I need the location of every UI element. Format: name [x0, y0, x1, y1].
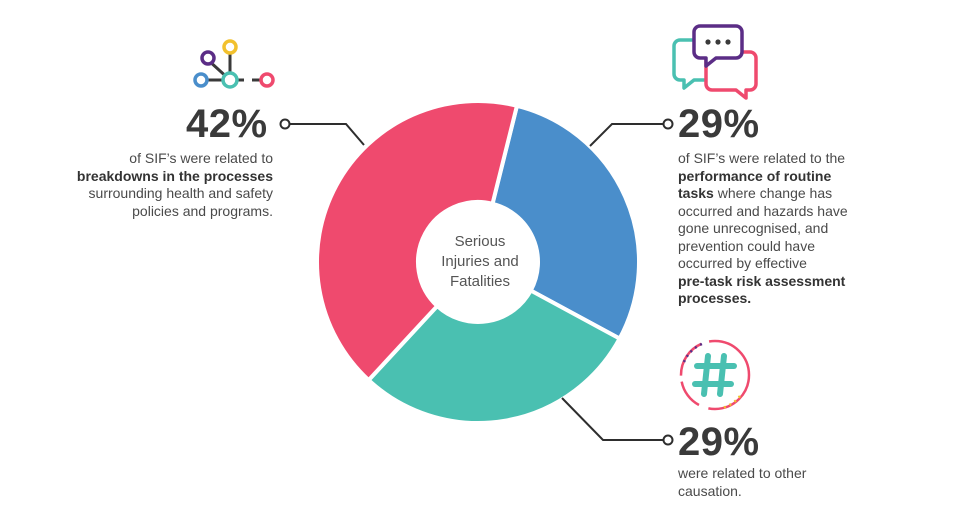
leader-line-other [561, 397, 666, 441]
donut-slice-breakdowns [315, 99, 520, 383]
breakdowns-line-3: surrounding health and safety [88, 185, 273, 201]
leader-line-breakdowns [288, 123, 365, 146]
routine-line-6: prevention could have [678, 237, 815, 254]
center-label-line-1: Serious [454, 233, 506, 250]
routine-description: of SIF’s were related to the performance… [678, 150, 918, 308]
routine-line-7: occurred by effective [678, 255, 807, 271]
hashtag-icon [679, 339, 751, 411]
donut-slice-other [365, 287, 623, 425]
center-label-line-3: Fatalities [449, 273, 511, 290]
routine-line-2: performance of routine [678, 167, 832, 184]
leader-dot-other [662, 434, 674, 446]
chat-bubbles-icon [672, 24, 758, 100]
breakdowns-line-2: breakdowns in the processes [76, 167, 273, 184]
donut-slice-routine [490, 103, 641, 342]
routine-line-5: gone unrecognised, and [678, 220, 829, 236]
other-percent: 29% [678, 420, 760, 464]
routine-line-4: occurred and hazards have [678, 202, 848, 219]
routine-line-3: where change has [713, 185, 833, 201]
other-description: were related to other causation. [678, 465, 918, 500]
other-line-1: were related to other [678, 465, 807, 481]
leader-dot-routine [662, 118, 674, 130]
routine-percent: 29% [678, 102, 760, 146]
donut-center-label: Serious Injuries and Fatalities [426, 232, 534, 292]
center-label-line-2: Injuries and [441, 253, 519, 270]
network-nodes-icon [193, 39, 275, 89]
other-line-2: causation. [678, 482, 742, 499]
breakdowns-percent: 42% [186, 102, 268, 146]
leader-lines [288, 123, 666, 441]
routine-line-8: pre-task risk assessment [678, 272, 846, 289]
breakdowns-line-1: of SIF’s were related to [129, 150, 273, 166]
routine-line-9: processes. [678, 290, 752, 306]
routine-line-1: of SIF’s were related to the [678, 150, 846, 166]
leader-endpoints [279, 118, 674, 446]
leader-dot-breakdowns [279, 118, 291, 130]
routine-line-3-bold: tasks [678, 185, 714, 201]
breakdowns-line-4: policies and programs. [132, 202, 273, 219]
breakdowns-description: of SIF’s were related to breakdowns in t… [40, 150, 273, 220]
leader-line-routine [589, 123, 666, 147]
donut-chart [315, 99, 641, 425]
